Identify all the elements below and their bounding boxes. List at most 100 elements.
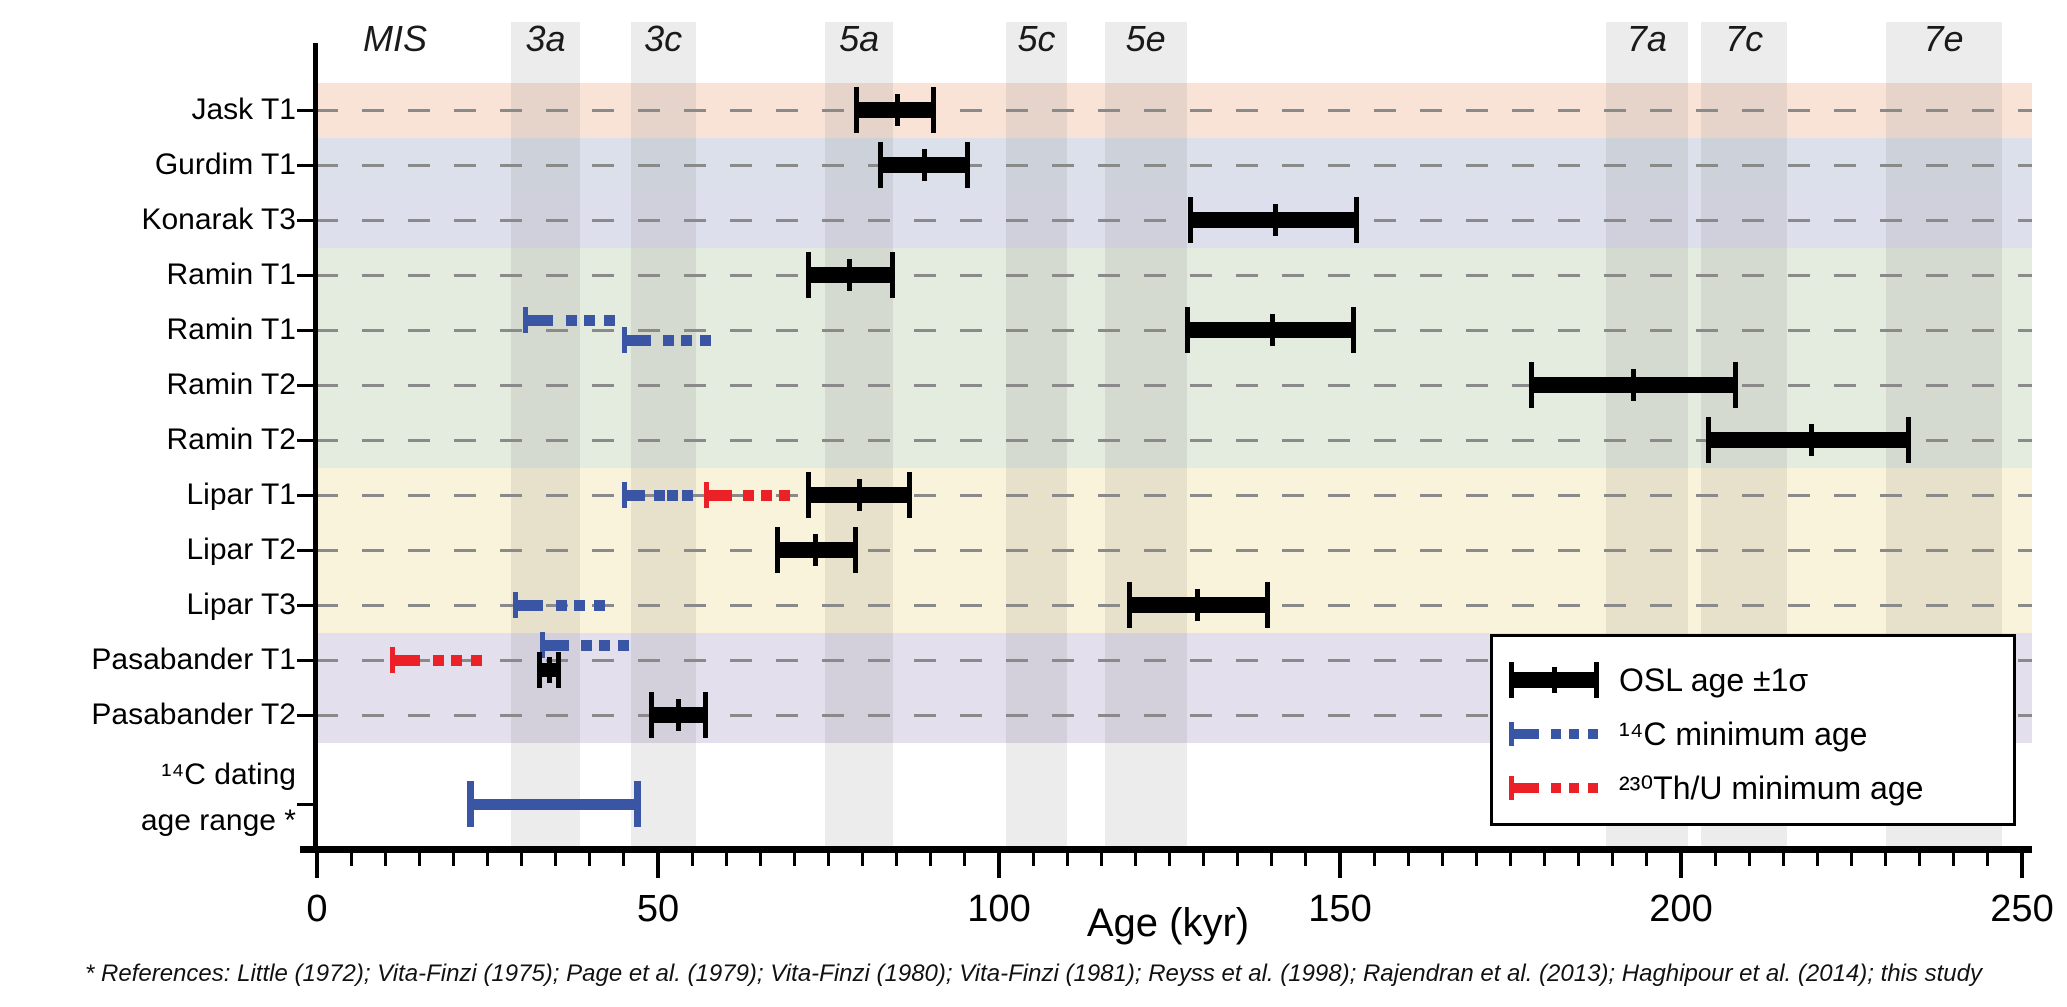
ramin-t2-osl-bar-center-tick	[1631, 369, 1637, 401]
x-axis-minor-tick	[1440, 853, 1444, 866]
jask-t1-osl-bar-left-whisker	[853, 87, 859, 133]
row-label-ramin-t2: Ramin T2	[166, 423, 297, 456]
mis-label-5e: 5e	[1125, 18, 1166, 59]
row-guide-line	[316, 108, 2032, 112]
pasabander-t2-osl-bar-right-whisker	[702, 692, 708, 738]
x-axis-minor-tick	[451, 853, 455, 866]
legend-label-c14: ¹⁴C minimum age	[1619, 716, 1868, 752]
x-axis-minor-tick	[895, 853, 899, 866]
legend-symbol-thu-icon	[1505, 763, 1605, 813]
sym-solid	[1511, 729, 1539, 739]
row-label-gurdim-t1: Gurdim T1	[154, 148, 296, 181]
x-axis-minor-tick	[1065, 853, 1069, 866]
x-axis-minor-tick	[861, 853, 865, 866]
ramin-t2-osl-bar-right-whisker	[1732, 362, 1738, 408]
row-label-ramin-t1: Ramin T1	[166, 258, 297, 291]
sym-dot	[1587, 783, 1598, 793]
x-axis-minor-tick	[963, 853, 967, 866]
sym-solid	[1511, 783, 1539, 793]
x-axis-minor-tick	[758, 853, 762, 866]
ramin-t1-osl-bar-right-whisker	[1350, 307, 1356, 353]
pasabander-t1-osl-bar-right-whisker	[556, 652, 562, 688]
lipar-t2-osl-bar-right-whisker	[852, 527, 858, 573]
row-guide-line	[316, 493, 2032, 497]
legend-symbol-osl-icon	[1505, 655, 1605, 705]
x-axis-minor-tick	[383, 853, 387, 866]
y-axis-line	[313, 43, 318, 853]
lipar-t3-osl-bar-right-whisker	[1265, 582, 1271, 628]
legend-entry-c14: ¹⁴C minimum age	[1505, 709, 2000, 759]
legend-symbol-c14-icon	[1505, 709, 1605, 759]
x-axis-minor-tick	[1611, 853, 1615, 866]
sym-dot	[1550, 783, 1561, 793]
x-axis-minor-tick	[1645, 853, 1649, 866]
sym-dot	[1568, 729, 1579, 739]
pasabander-t1-c14-bar-dot	[599, 639, 611, 651]
ramin-t1-c14-bar-solid	[623, 334, 652, 346]
x-axis-minor-tick	[1202, 853, 1206, 866]
c-dating-age-range-range-bar-bar	[470, 798, 638, 810]
row-label-ramin-t2: Ramin T2	[166, 368, 297, 401]
x-axis-minor-tick	[588, 853, 592, 866]
row-guide-line	[316, 328, 2032, 332]
x-axis-minor-tick	[1372, 853, 1376, 866]
ramin-t2-osl-bar-center-tick	[1808, 424, 1814, 456]
x-axis-minor-tick	[1713, 853, 1717, 866]
x-axis-minor-tick	[827, 853, 830, 866]
lipar-t1-c14-bar-dot	[667, 489, 679, 501]
row-guide-line	[316, 163, 2032, 167]
lipar-t3-osl-bar-center-tick	[1194, 589, 1200, 621]
x-axis-minor-tick	[1099, 853, 1103, 866]
y-axis-tick	[297, 658, 314, 662]
x-axis-major-tick	[997, 853, 1001, 878]
ramin-t1-osl-bar-center-tick	[1269, 314, 1275, 346]
lipar-t3-c14-bar-solid	[514, 599, 544, 611]
ramin-t1-c14-bar-solid	[525, 314, 554, 326]
ramin-t1-c14-bar-dot	[681, 334, 693, 346]
y-axis-tick	[297, 163, 314, 167]
ramin-t2-osl-bar-right-whisker	[1906, 417, 1912, 463]
gurdim-t1-osl-bar-right-whisker	[965, 142, 971, 188]
pasabander-t1-thu-bar-dot	[470, 654, 482, 666]
legend-label-thu: ²³⁰Th/U minimum age	[1619, 770, 1924, 806]
x-axis-minor-tick	[1986, 853, 1990, 866]
y-axis-tick	[297, 273, 314, 277]
jask-t1-osl-bar-right-whisker	[931, 87, 937, 133]
row-label-lipar-t3: Lipar T3	[186, 588, 296, 621]
ramin-t1-c14-bar-dot	[663, 334, 675, 346]
sym-dot	[1550, 729, 1561, 739]
mis-label-7a: 7a	[1626, 18, 1667, 59]
row-label-konarak-t3: Konarak T3	[141, 203, 296, 236]
lipar-t1-c14-bar-solid	[623, 489, 645, 501]
y-axis-tick	[297, 603, 314, 607]
mis-label-7c: 7c	[1725, 18, 1764, 59]
mis-label-3c: 3c	[644, 18, 683, 59]
x-axis-minor-tick	[1509, 853, 1512, 866]
mis-label-5a: 5a	[839, 18, 880, 59]
x-axis-major-tick	[1679, 853, 1683, 878]
x-axis-minor-tick	[486, 853, 489, 866]
ramin-t1-c14-bar-dot	[699, 334, 711, 346]
konarak-t3-osl-bar-right-whisker	[1354, 197, 1360, 243]
sym-dot	[1587, 729, 1598, 739]
konarak-t3-osl-bar-left-whisker	[1187, 197, 1193, 243]
x-tick-label-50: 50	[636, 888, 680, 930]
x-axis-minor-tick	[724, 853, 728, 866]
y-axis-tick	[297, 438, 314, 442]
lipar-t1-osl-bar-center-tick	[857, 479, 863, 511]
x-tick-label-250: 250	[1990, 888, 2054, 930]
mis-label-5c: 5c	[1017, 18, 1056, 59]
x-tick-label-0: 0	[306, 888, 328, 930]
x-axis-minor-tick	[622, 853, 626, 866]
lipar-t2-osl-bar-left-whisker	[775, 527, 781, 573]
pasabander-t1-osl-bar-left-whisker	[536, 652, 542, 688]
lipar-t1-c14-bar-dot	[653, 489, 665, 501]
references-footnote: * References: Little (1972); Vita-Finzi …	[85, 960, 1982, 987]
x-tick-label-150: 150	[1308, 888, 1372, 930]
row-guide-line	[316, 273, 2032, 277]
x-axis-minor-tick	[349, 853, 353, 866]
lipar-t3-c14-bar-dot	[593, 599, 605, 611]
x-axis-minor-tick	[929, 853, 933, 866]
x-axis-minor-tick	[1747, 853, 1751, 866]
sym-lw	[1509, 662, 1514, 698]
